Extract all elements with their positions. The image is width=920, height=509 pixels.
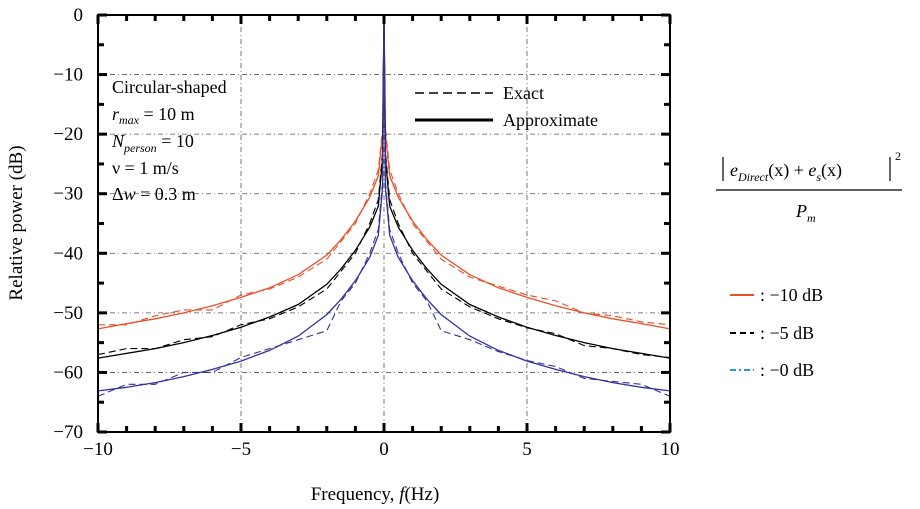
formula-exponent: 2: [895, 149, 901, 163]
y-tick-label: −10: [53, 65, 83, 86]
y-tick-label: 0: [74, 5, 84, 26]
plot-area: −10 −5 0 5 100−10−20−30−40−50−60−70: [53, 5, 679, 460]
y-tick-label: −60: [53, 362, 83, 383]
style-legend: Exact Approximate: [415, 83, 598, 130]
parameter-annotation: Circular-shaped rmax = 10 m Nperson = 10…: [111, 77, 227, 204]
y-tick-label: −30: [53, 184, 83, 205]
x-axis-label: Frequency, f(Hz): [311, 484, 440, 505]
series-legend-label-2: : −0 dB: [760, 360, 814, 380]
annotation-rmax: rmax = 10 m: [112, 104, 195, 127]
x-tick-label: 0: [379, 439, 389, 460]
series-legend-label-1: : −5 dB: [760, 323, 814, 343]
series-legend-label-0: : −10 dB: [760, 285, 823, 305]
series-legend: : −10 dB : −5 dB : −0 dB: [730, 285, 823, 380]
y-axis-label: Relative power (dB): [6, 145, 27, 300]
normalization-formula: eDirect(x) + es(x) 2 Pm: [716, 149, 902, 225]
x-tick-label: −10: [83, 439, 113, 460]
annotation-velocity: ν = 1 m/s: [112, 158, 179, 178]
y-tick-label: −20: [53, 124, 83, 145]
annotation-dw: Δw = 0.3 m: [112, 184, 196, 204]
formula-denominator: Pm: [795, 201, 816, 225]
annotation-nperson: Nperson = 10: [111, 131, 194, 155]
y-tick-label: −50: [53, 303, 83, 324]
x-tick-label: 5: [522, 439, 532, 460]
y-tick-label: −40: [53, 243, 83, 264]
legend-approx-label: Approximate: [503, 110, 598, 130]
annotation-shape: Circular-shaped: [112, 77, 227, 97]
y-tick-label: −70: [53, 422, 83, 443]
x-tick-label: −5: [231, 439, 251, 460]
legend-exact-label: Exact: [503, 83, 544, 103]
x-tick-label: 10: [661, 439, 680, 460]
formula-numerator: eDirect(x) + es(x): [730, 160, 842, 184]
